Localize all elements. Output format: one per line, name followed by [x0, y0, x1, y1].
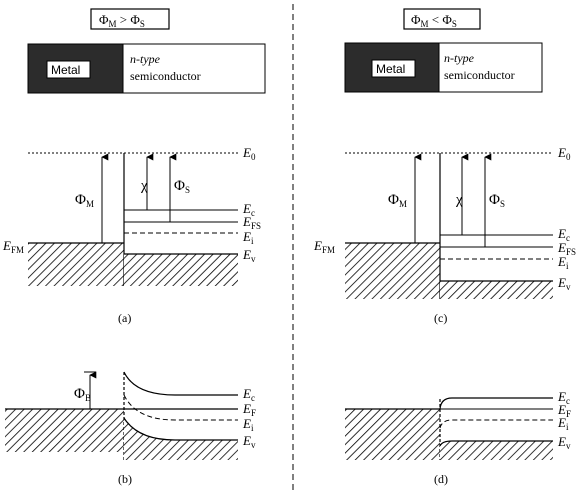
svg-text:Ec: Ec [242, 386, 255, 403]
svg-text:Ev: Ev [557, 434, 571, 451]
svg-text:Ev: Ev [242, 247, 256, 264]
condition-box-right: ΦM < ΦS [403, 8, 481, 30]
svg-text:ΦB: ΦB [74, 386, 91, 403]
condition-box-left: ΦM > ΦS [90, 8, 170, 30]
material-box-right: Metal n-type semiconductor [344, 42, 543, 93]
metal-label: Metal [376, 62, 405, 76]
material-box-left: Metal n-type semiconductor [27, 43, 266, 94]
svg-text:Ei: Ei [557, 415, 569, 432]
svg-text:E0: E0 [557, 145, 571, 162]
svg-text:Ec: Ec [242, 201, 255, 218]
svg-text:Ev: Ev [242, 433, 256, 450]
semi-label-line2: semiconductor [130, 69, 201, 83]
diagram-a: E0 EFM ΦM χ ΦS Ec EFS Ei Ev (a) [2, 145, 261, 325]
svg-text:Ei: Ei [557, 254, 569, 271]
metal-label: Metal [51, 63, 80, 77]
svg-text:Ec: Ec [557, 226, 570, 243]
diagram-b: ΦB Ec EF Ei Ev (b) [5, 371, 256, 486]
semi-label-line1: n-type [130, 52, 161, 66]
svg-text:ΦM < ΦS: ΦM < ΦS [411, 12, 457, 29]
diagram-d: Ec EF Ei Ev (d) [345, 389, 571, 486]
svg-text:EFS: EFS [557, 240, 576, 257]
caption-c: (c) [434, 311, 447, 325]
caption-d: (d) [434, 472, 448, 486]
caption-b: (b) [118, 472, 132, 486]
svg-text:ΦM: ΦM [75, 192, 94, 209]
svg-text:EFM: EFM [2, 238, 24, 255]
svg-text:ΦS: ΦS [489, 192, 505, 209]
svg-text:EF: EF [242, 401, 256, 418]
semi-label-line1: n-type [444, 51, 475, 65]
svg-text:ΦS: ΦS [174, 178, 190, 195]
svg-text:EF: EF [557, 402, 571, 419]
svg-text:Ei: Ei [242, 416, 254, 433]
svg-text:χ: χ [140, 178, 148, 194]
svg-text:E0: E0 [242, 145, 256, 162]
semi-label-line2: semiconductor [444, 68, 515, 82]
svg-text:Ec: Ec [557, 389, 570, 406]
svg-text:χ: χ [455, 192, 463, 208]
svg-text:EFS: EFS [242, 214, 261, 231]
caption-a: (a) [118, 311, 131, 325]
svg-text:EFM: EFM [313, 238, 335, 255]
svg-text:Ei: Ei [242, 229, 254, 246]
svg-text:Ev: Ev [557, 275, 571, 292]
svg-text:ΦM: ΦM [388, 192, 407, 209]
svg-text:ΦM > ΦS: ΦM > ΦS [99, 12, 145, 29]
diagram-c: E0 EFM ΦM χ ΦS Ec EFS Ei Ev (c) [313, 145, 576, 325]
